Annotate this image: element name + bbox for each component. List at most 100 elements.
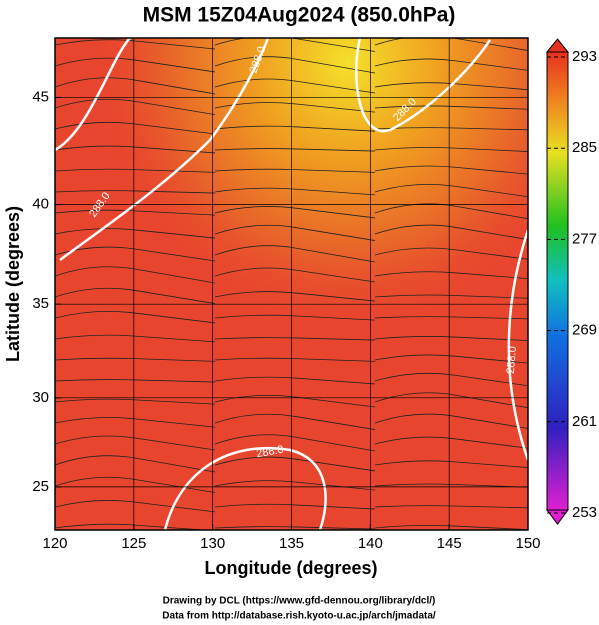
x-tick-label: 125 <box>121 535 146 552</box>
streamline <box>214 148 376 152</box>
streamline <box>374 58 528 71</box>
streamline <box>55 190 216 194</box>
streamlines <box>55 38 528 530</box>
streamline <box>55 435 216 451</box>
streamline <box>374 82 528 91</box>
streamline <box>55 57 216 73</box>
streamline <box>374 203 528 220</box>
streamline <box>214 102 376 113</box>
streamline <box>214 56 376 74</box>
streamline <box>55 311 216 324</box>
contour <box>55 38 131 152</box>
contour <box>163 446 327 530</box>
streamline <box>55 145 216 154</box>
y-tick-label: 30 <box>32 389 49 406</box>
streamline <box>55 121 216 135</box>
streamline <box>374 316 528 320</box>
streamline <box>374 165 528 175</box>
streamline <box>374 336 528 341</box>
streamline <box>55 228 216 239</box>
streamline <box>55 77 216 95</box>
streamline <box>374 524 528 530</box>
streamline <box>374 224 528 240</box>
colorbar-over <box>545 38 570 53</box>
streamline <box>214 78 376 94</box>
streamline <box>214 314 376 321</box>
streamline <box>214 480 376 491</box>
streamline <box>55 455 216 473</box>
streamline <box>214 337 376 341</box>
streamline <box>374 105 528 110</box>
streamline <box>374 392 528 409</box>
colorbar-body <box>546 51 569 511</box>
streamline <box>214 526 376 530</box>
streamline <box>374 247 528 260</box>
streamline <box>55 334 216 343</box>
streamline <box>214 168 376 173</box>
streamline <box>55 246 216 262</box>
y-tick-label: 45 <box>32 88 49 105</box>
streamline <box>55 357 216 362</box>
x-axis-label: Longitude (degrees) <box>204 558 377 578</box>
streamline <box>374 436 528 449</box>
streamline <box>214 291 376 302</box>
x-tick-label: 145 <box>437 535 462 552</box>
streamline <box>214 224 376 241</box>
y-tick-label: 40 <box>32 196 49 213</box>
streamline <box>214 456 376 472</box>
streamline <box>214 357 376 362</box>
streamline <box>55 476 216 493</box>
colorbar-tick-label: 285 <box>572 139 597 156</box>
colorbar-under <box>546 509 569 525</box>
x-tick-label: 130 <box>200 535 225 552</box>
streamline <box>55 168 216 173</box>
contour-label: 288.0 <box>255 444 284 461</box>
streamline <box>214 267 376 283</box>
y-tick-label: 35 <box>32 295 49 312</box>
streamline <box>55 379 216 383</box>
streamline <box>55 500 216 513</box>
streamline <box>55 98 216 115</box>
contour-label: 288.0 <box>505 346 519 374</box>
credit: Drawing by DCL (https://www.gfd-dennou.o… <box>163 596 436 607</box>
streamline <box>214 376 376 385</box>
streamline <box>55 39 216 50</box>
streamline <box>374 413 528 429</box>
streamline <box>214 503 376 510</box>
contours <box>55 38 528 530</box>
streamline <box>214 206 376 219</box>
credit: Data from http://database.rish.kyoto-u.a… <box>162 611 436 622</box>
colorbar <box>545 38 570 525</box>
title: MSM 15Z04Aug2024 (850.0hPa) <box>143 4 456 27</box>
streamline <box>214 413 376 430</box>
y-tick-label: 25 <box>32 478 49 495</box>
streamline <box>55 417 216 428</box>
streamline <box>374 460 528 468</box>
field <box>55 38 528 530</box>
streamline <box>374 505 528 509</box>
streamline <box>55 398 216 405</box>
streamline <box>374 147 528 152</box>
streamline <box>55 209 216 216</box>
streamline <box>214 187 376 196</box>
contour <box>59 38 270 262</box>
streamline <box>374 271 528 280</box>
colorbar-tick-label: 293 <box>572 48 597 65</box>
streamline <box>374 183 528 198</box>
streamline <box>55 266 216 284</box>
colorbar-tick-label: 277 <box>572 230 597 247</box>
plot-frame <box>54 37 529 531</box>
streamline <box>214 245 376 263</box>
colorbar-tick-label: 253 <box>572 504 597 521</box>
colorbar-tick-label: 269 <box>572 322 597 339</box>
contour <box>355 38 492 133</box>
streamline <box>55 287 216 304</box>
streamline <box>374 127 528 131</box>
x-tick-label: 140 <box>358 535 383 552</box>
x-tick-label: 150 <box>515 535 540 552</box>
y-axis-label: Latitude (degrees) <box>3 206 23 362</box>
streamline <box>55 523 209 530</box>
x-tick-label: 120 <box>42 535 67 552</box>
colorbar-tick-label: 261 <box>572 413 597 430</box>
